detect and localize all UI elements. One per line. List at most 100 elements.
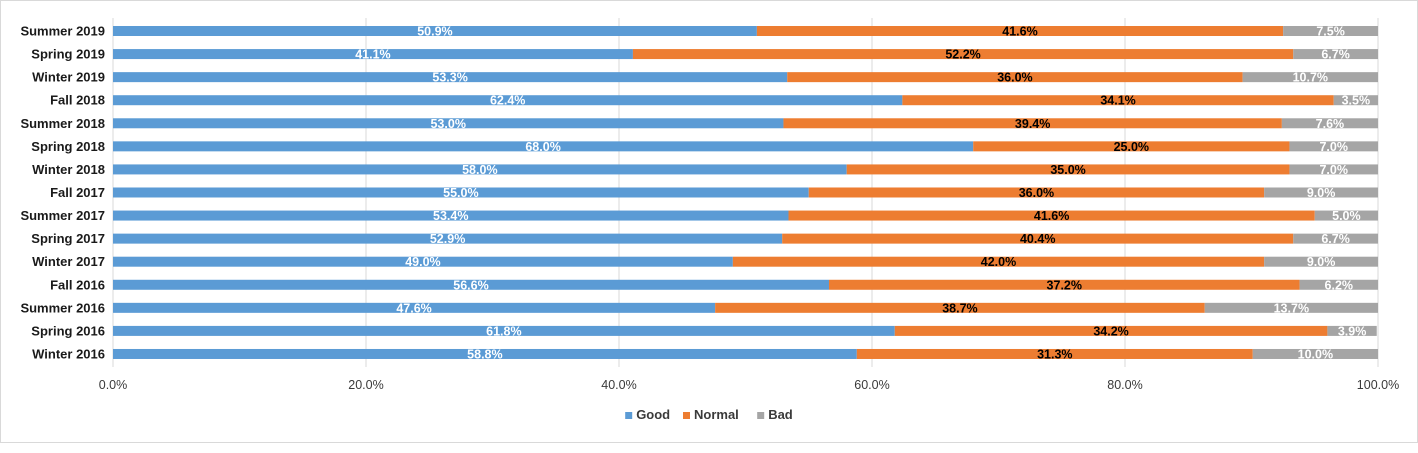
category-axis: Summer 2019 Spring 2019 Winter 2019 Fall 20… [20,24,105,362]
bar-segment-bad [1264,187,1378,198]
value-axis: 0.0% 20.0% 40.0% 60.0% 80.0% 100.0% [99,378,1399,392]
x-tick-label: 20.0% [348,378,383,392]
data-label: 10.0% [1298,347,1333,361]
bar-segment-normal [846,164,1290,175]
data-label: 34.1% [1100,94,1135,108]
bar-segment-bad [1293,233,1378,244]
bar-segment-bad [1293,49,1378,60]
x-tick-label: 80.0% [1107,378,1142,392]
data-label: 39.4% [1015,117,1050,131]
category-label: Winter 2018 [32,162,105,177]
bar-segment-normal [808,187,1265,198]
data-label: 42.0% [981,255,1016,269]
bar-segment-bad [1281,118,1378,129]
bar-segment-normal [782,233,1294,244]
bar-segment-good [113,302,716,313]
legend-label: Good [636,407,670,422]
x-tick-label: 100.0% [1357,378,1399,392]
data-label: 52.9% [430,232,465,246]
category-label: Fall 2017 [50,185,105,200]
bar-segment-good [113,164,847,175]
bar-segment-bad [1327,325,1377,336]
bar-segment-bad [1252,348,1378,359]
data-label: 5.0% [1332,209,1361,223]
chart-border [0,0,1418,443]
data-label: 41.1% [355,48,390,62]
bar-segment-normal [894,325,1328,336]
data-label: 52.2% [945,48,980,62]
data-label: 35.0% [1050,163,1085,177]
data-label: 50.9% [417,25,452,39]
category-label: Spring 2019 [31,47,105,62]
bar-segment-bad [1204,302,1378,313]
data-label: 58.0% [462,163,497,177]
data-label: 6.2% [1325,278,1354,292]
category-label: Summer 2017 [20,208,105,223]
bar-segment-normal [787,72,1243,83]
bar-segment-good [113,49,633,60]
category-label: Summer 2018 [20,116,105,131]
legend-label: Normal [694,407,739,422]
bar-segment-bad [1314,210,1378,221]
bar-segment-good [113,187,809,198]
bar-segment-bad [1264,256,1378,267]
category-label: Spring 2016 [31,323,105,338]
x-tick-label: 60.0% [854,378,889,392]
bar-segment-good [113,325,895,336]
bar-segment-normal [828,279,1300,290]
data-labels: 50.9% 41.6% 7.5% 41.1% 52.2% 6.7% 53.3% 36.0% 10… [355,25,1370,362]
data-label: 13.7% [1274,301,1309,315]
data-label: 49.0% [405,255,440,269]
data-label: 38.7% [942,301,977,315]
data-label: 25.0% [1114,140,1149,154]
category-label: Fall 2018 [50,93,105,108]
data-label: 68.0% [525,140,560,154]
bar-segment-good [113,233,783,244]
bar-segment-good [113,118,784,129]
data-label: 56.6% [453,278,488,292]
data-label: 37.2% [1047,278,1082,292]
legend-label: Bad [768,407,793,422]
bar-segment-normal [856,348,1253,359]
data-label: 40.4% [1020,232,1055,246]
bar-segment-normal [973,141,1290,152]
data-label: 62.4% [490,94,525,108]
bar-segment-bad [1242,72,1378,83]
bar-segment-normal [788,210,1315,221]
category-label: Fall 2016 [50,277,105,292]
data-label: 9.0% [1307,186,1336,200]
data-label: 36.0% [1019,186,1054,200]
data-label: 7.5% [1316,25,1345,39]
data-label: 36.0% [997,71,1032,85]
data-label: 31.3% [1037,347,1072,361]
data-label: 6.7% [1321,48,1350,62]
data-label: 61.8% [486,324,521,338]
data-label: 7.0% [1319,163,1348,177]
data-label: 53.0% [430,117,465,131]
bar-segment-bad [1333,95,1378,106]
data-label: 9.0% [1307,255,1336,269]
bar-segment-normal [632,49,1294,60]
bar-segment-bad [1299,279,1378,290]
data-label: 6.7% [1321,232,1350,246]
bars [113,26,1378,359]
bar-segment-good [113,256,733,267]
data-label: 47.6% [396,301,431,315]
bar-segment-good [113,279,829,290]
data-label: 3.9% [1338,324,1367,338]
bar-segment-bad [1289,141,1378,152]
category-label: Winter 2017 [32,254,105,269]
bar-segment-good [113,210,789,221]
legend-swatch-bad [757,412,765,419]
data-label: 3.5% [1342,94,1371,108]
data-label: 41.6% [1002,25,1037,39]
data-label: 58.8% [467,347,502,361]
data-label: 53.3% [432,71,467,85]
x-tick-label: 40.0% [601,378,636,392]
data-label: 55.0% [443,186,478,200]
data-label: 53.4% [433,209,468,223]
data-label: 41.6% [1034,209,1069,223]
bar-segment-normal [715,302,1205,313]
